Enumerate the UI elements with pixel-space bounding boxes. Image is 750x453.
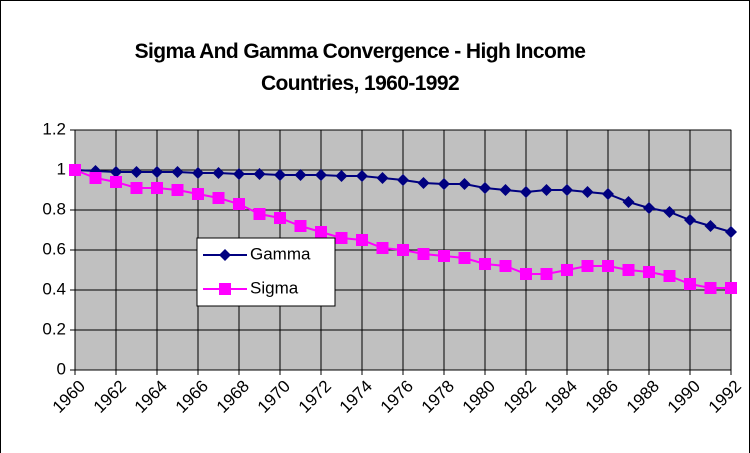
marker: [397, 174, 409, 186]
marker: [581, 260, 594, 272]
marker: [171, 184, 184, 196]
x-tick-label: 1992: [705, 377, 745, 417]
marker: [458, 252, 471, 264]
marker: [315, 226, 327, 238]
marker: [602, 188, 614, 200]
marker: [540, 268, 553, 280]
marker: [581, 186, 594, 198]
marker: [479, 258, 491, 270]
marker: [335, 170, 348, 182]
marker: [192, 167, 204, 179]
x-tick-label: 1978: [418, 377, 458, 417]
x-tick-label: 1980: [459, 377, 499, 417]
x-tick-label: 1982: [500, 377, 540, 417]
y-tick-label: 0.6: [42, 239, 66, 258]
marker: [274, 212, 286, 224]
y-tick-label: 0.8: [42, 199, 66, 218]
marker: [499, 184, 512, 196]
marker: [540, 184, 553, 196]
marker: [704, 282, 717, 294]
marker: [110, 166, 122, 178]
marker: [219, 283, 231, 295]
marker: [561, 184, 573, 196]
x-tick-label: 1968: [213, 377, 253, 417]
marker: [192, 188, 204, 200]
x-tick-label: 1970: [254, 377, 294, 417]
marker: [520, 186, 532, 198]
marker: [417, 177, 430, 189]
marker: [417, 248, 430, 260]
marker: [212, 192, 225, 204]
y-tick-label: 0.2: [42, 319, 66, 338]
marker: [151, 166, 163, 178]
marker: [233, 198, 245, 210]
marker: [294, 169, 307, 181]
marker: [643, 202, 655, 214]
y-tick-label: 1.2: [42, 119, 66, 138]
marker: [684, 278, 696, 290]
marker: [253, 208, 266, 220]
marker: [499, 260, 512, 272]
y-tick-label: 0: [57, 359, 66, 378]
x-tick-label: 1966: [172, 377, 212, 417]
marker: [663, 270, 676, 282]
x-tick-label: 1964: [131, 377, 171, 417]
marker: [335, 232, 348, 244]
marker: [212, 167, 225, 179]
y-tick-label: 1: [57, 159, 66, 178]
marker: [438, 178, 450, 190]
y-tick-label: 0.4: [42, 279, 66, 298]
marker: [219, 249, 231, 261]
marker: [110, 176, 122, 188]
marker: [438, 250, 450, 262]
marker: [397, 244, 409, 256]
marker: [253, 168, 266, 180]
x-tick-label: 1984: [541, 377, 581, 417]
marker: [130, 166, 143, 178]
marker: [376, 242, 389, 254]
marker: [274, 169, 286, 181]
marker: [684, 214, 696, 226]
marker: [602, 260, 614, 272]
marker: [130, 182, 143, 194]
x-tick-label: 1960: [49, 377, 89, 417]
marker: [458, 178, 471, 190]
marker: [376, 172, 389, 184]
marker: [643, 266, 655, 278]
x-tick-label: 1972: [295, 377, 335, 417]
marker: [520, 268, 532, 280]
marker: [315, 169, 327, 181]
marker: [704, 220, 717, 232]
legend-label: Gamma: [250, 244, 311, 263]
marker: [622, 264, 635, 276]
marker: [294, 220, 307, 232]
marker: [151, 182, 163, 194]
marker: [479, 182, 491, 194]
x-tick-label: 1976: [377, 377, 417, 417]
x-tick-label: 1974: [336, 377, 376, 417]
marker: [233, 168, 245, 180]
marker: [356, 170, 368, 182]
x-tick-label: 1962: [90, 377, 130, 417]
marker: [725, 282, 737, 294]
marker: [356, 234, 368, 246]
marker: [171, 166, 184, 178]
marker: [663, 206, 676, 218]
x-tick-label: 1988: [623, 377, 663, 417]
x-tick-label: 1990: [664, 377, 704, 417]
chart-title: Sigma And Gamma Convergence - High Incom…: [134, 40, 586, 95]
marker: [561, 264, 573, 276]
marker: [69, 164, 81, 176]
x-tick-label: 1986: [582, 377, 622, 417]
marker: [622, 196, 635, 208]
legend-label: Sigma: [250, 278, 299, 297]
marker: [89, 172, 102, 184]
marker: [725, 226, 737, 238]
